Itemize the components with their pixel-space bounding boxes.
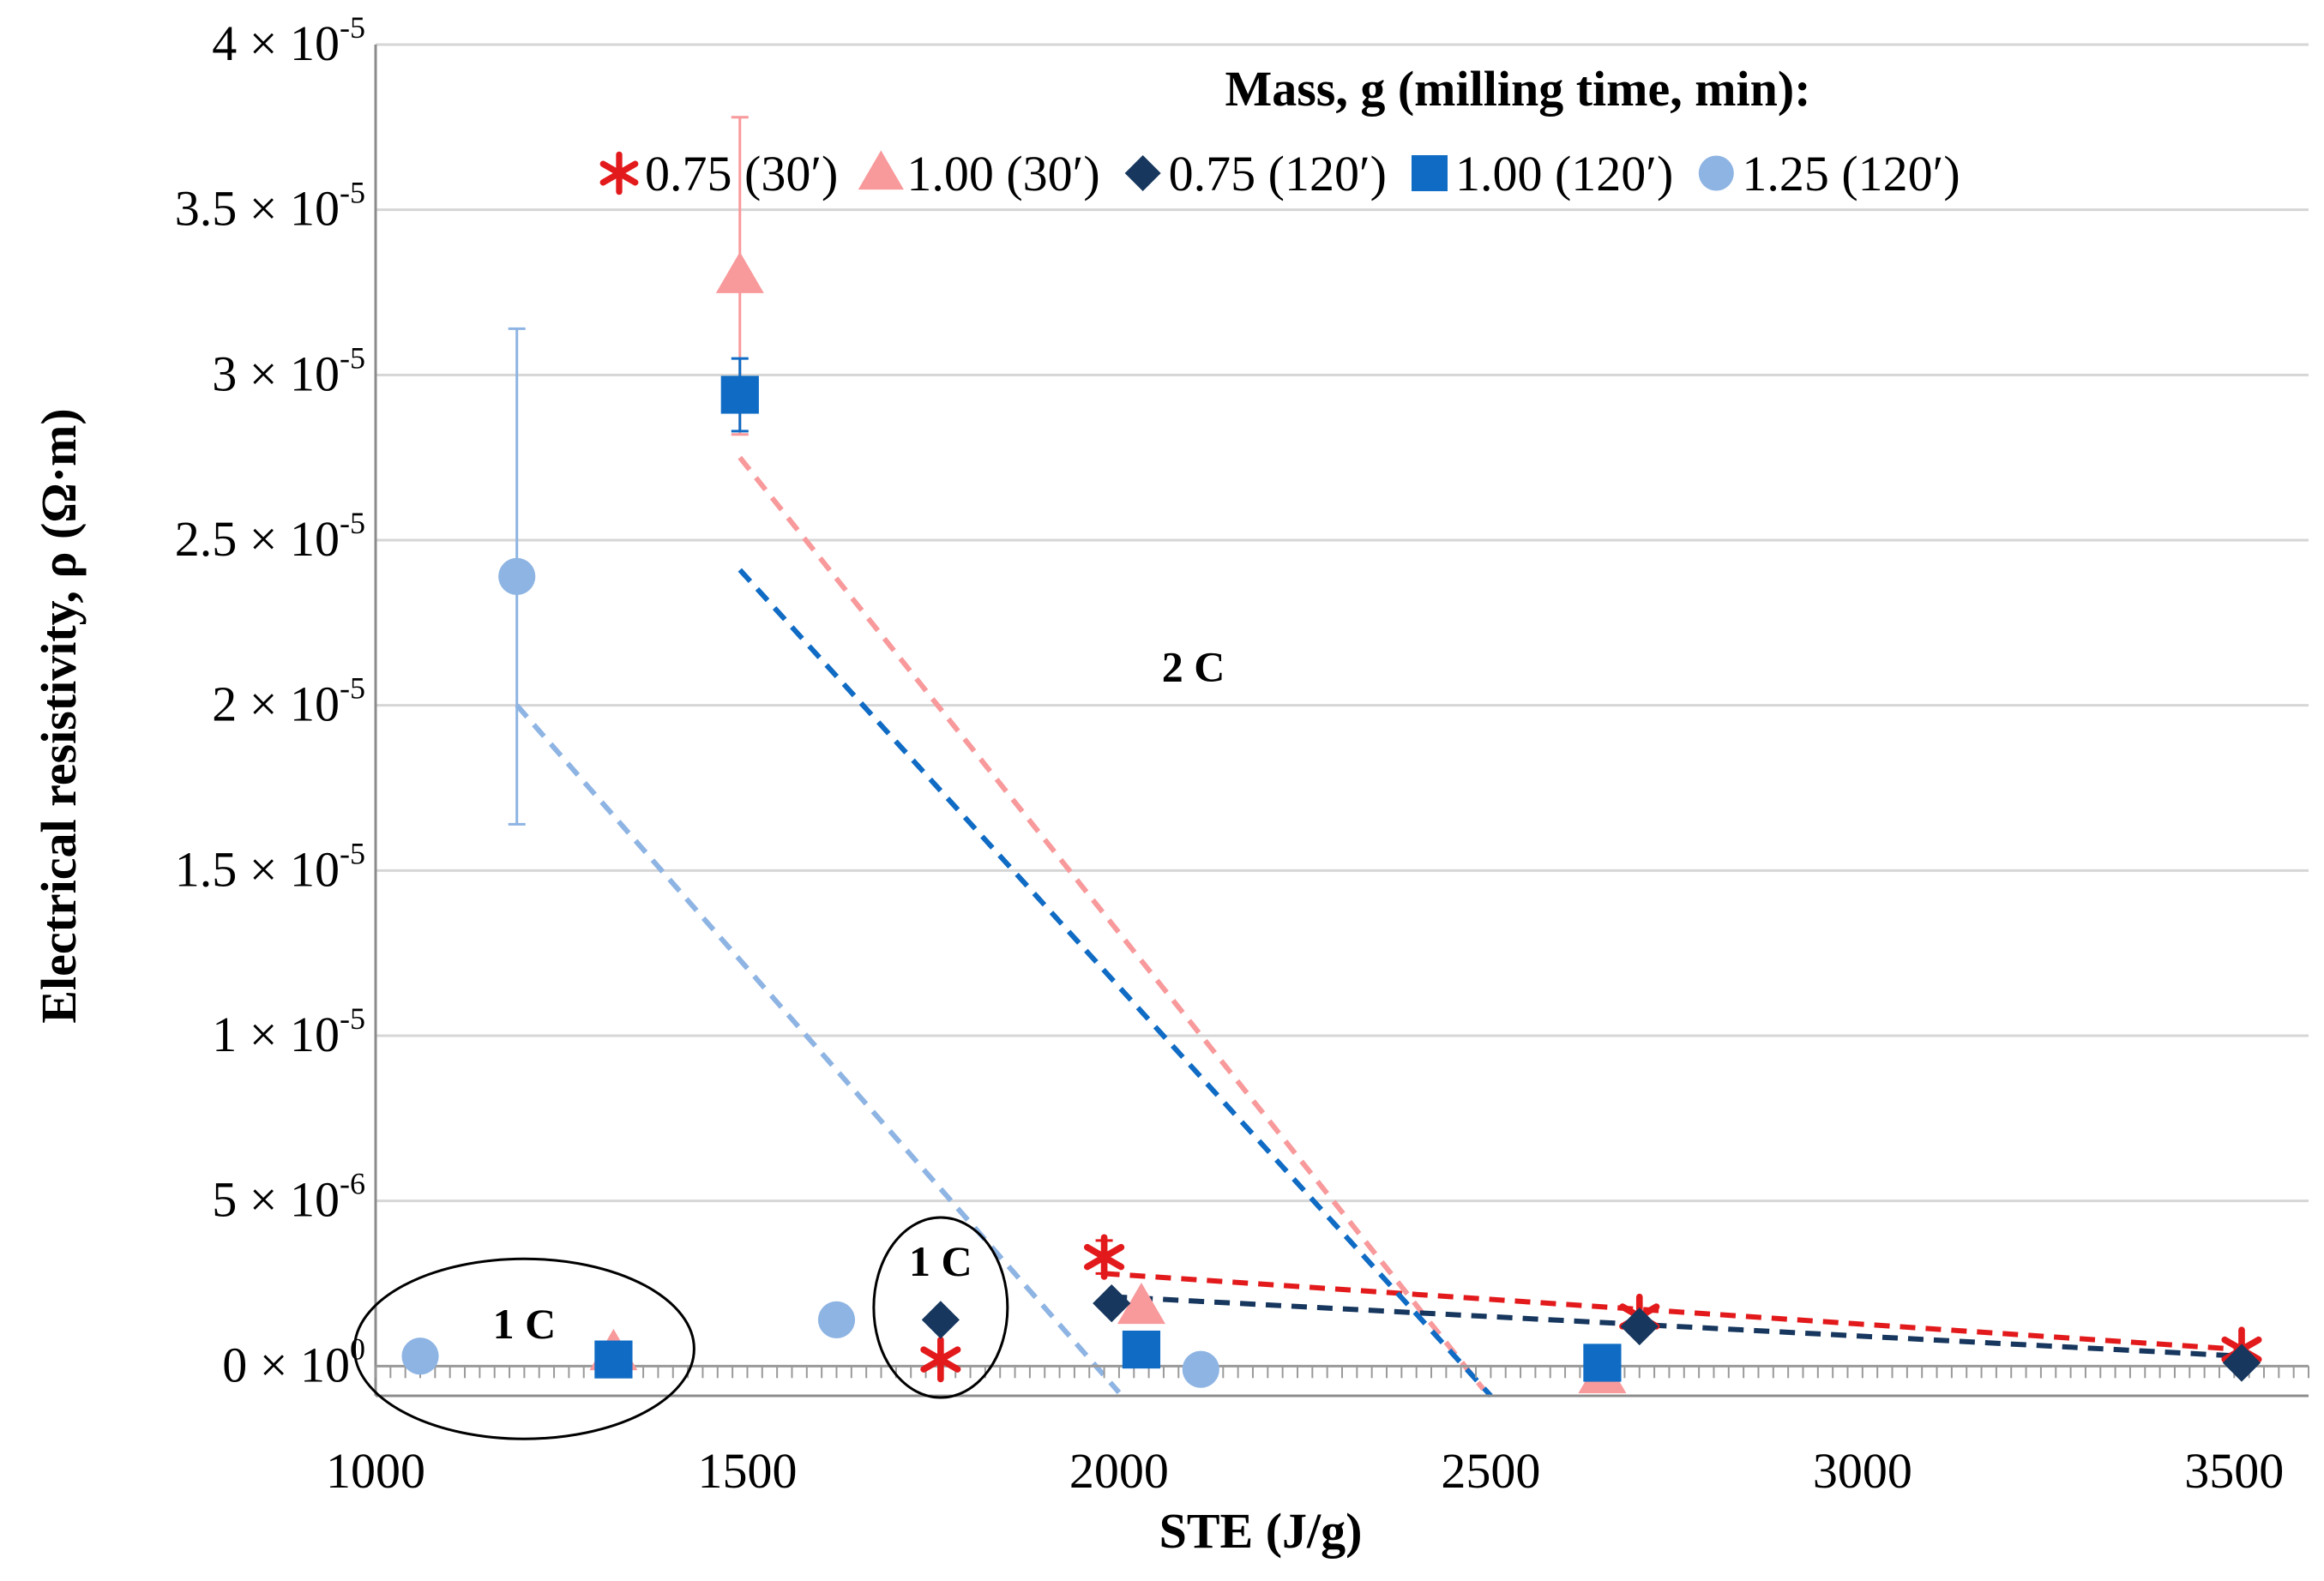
legend-items: 0.75 (30′) 1.00 (30′) 0.75 (120′) 1.00 (120…: [599, 146, 1960, 201]
legend-item: 1.25 (120′): [1698, 146, 1960, 201]
x-tick-label: 3000: [1813, 1443, 1912, 1499]
legend-marker: [858, 150, 904, 190]
data-point: [715, 251, 764, 293]
trendline: [515, 703, 1122, 1395]
data-point: [1093, 1284, 1131, 1323]
y-tick-label: 1.5 × 10-5: [175, 836, 365, 897]
data-point: [1122, 1330, 1161, 1369]
x-tick-label: 2500: [1441, 1443, 1540, 1499]
data-point: [594, 1340, 633, 1379]
legend-marker: [599, 151, 639, 195]
legend-title: Mass, g (milling time, min):: [1225, 61, 1810, 117]
x-tick-label: 1000: [326, 1443, 425, 1499]
legend-marker: [1124, 155, 1161, 191]
legend-item: 0.75 (120′): [1124, 146, 1387, 201]
data-point: [1182, 1350, 1219, 1388]
trendline: [1104, 1271, 2243, 1353]
legend-label: 0.75 (30′): [645, 146, 838, 201]
y-tick-label: 4 × 10-5: [212, 10, 365, 71]
region-label: 1 C: [493, 1300, 557, 1348]
data-points: [401, 251, 2262, 1394]
data-point: [401, 1338, 439, 1375]
gridlines: [376, 43, 2309, 1203]
y-tick-label: 0 × 100: [222, 1332, 365, 1392]
legend-label: 1.00 (30′): [906, 146, 1099, 201]
data-point: [1620, 1307, 1659, 1346]
x-tick-label: 3500: [2184, 1443, 2284, 1499]
y-tick-label: 3.5 × 10-5: [175, 176, 365, 237]
trendline: [738, 568, 1493, 1398]
trendlines: [515, 455, 2243, 1398]
x-tick-label: 2000: [1069, 1443, 1169, 1499]
y-tick-label: 3 × 10-5: [212, 340, 365, 401]
x-axis-title: STE (J/g): [1159, 1503, 1363, 1559]
legend: Mass, g (milling time, min): 0.75 (30′) 1…: [599, 61, 1960, 201]
region-ellipse: [352, 1257, 695, 1440]
legend-marker: [1698, 155, 1734, 191]
region-label: 1 C: [909, 1237, 972, 1285]
legend-item: 1.00 (120′): [1411, 146, 1673, 201]
data-point: [921, 1301, 960, 1339]
y-tick-label: 2.5 × 10-5: [175, 506, 365, 567]
region-label: 2 C: [1162, 642, 1225, 690]
annotations: 1 C 1 C 2 C: [352, 642, 1225, 1440]
y-axis-title: Electrical resistivity, ρ (Ω·m): [31, 408, 87, 1023]
legend-label: 1.00 (120′): [1455, 146, 1673, 201]
legend-item: 1.00 (30′): [858, 146, 1100, 201]
data-point: [1117, 1282, 1165, 1325]
data-point: [498, 557, 536, 595]
x-tick-label: 1500: [697, 1443, 797, 1499]
data-point: [1583, 1344, 1622, 1382]
y-tick-label: 2 × 10-5: [212, 671, 365, 732]
trendline: [1111, 1294, 2243, 1359]
data-point: [920, 1336, 961, 1383]
trendline: [738, 455, 1486, 1392]
y-tick-label: 5 × 10-6: [212, 1167, 365, 1228]
legend-label: 0.75 (120′): [1169, 146, 1387, 201]
data-point: [817, 1301, 856, 1338]
legend-marker: [1411, 155, 1448, 191]
legend-item: 0.75 (30′): [599, 146, 838, 201]
region-ellipse: [872, 1216, 1009, 1399]
y-tick-label: 1 × 10-5: [212, 1001, 365, 1062]
data-point: [2222, 1344, 2261, 1382]
data-point: [1083, 1234, 1125, 1280]
data-point: [720, 376, 759, 414]
legend-label: 1.25 (120′): [1742, 146, 1960, 201]
